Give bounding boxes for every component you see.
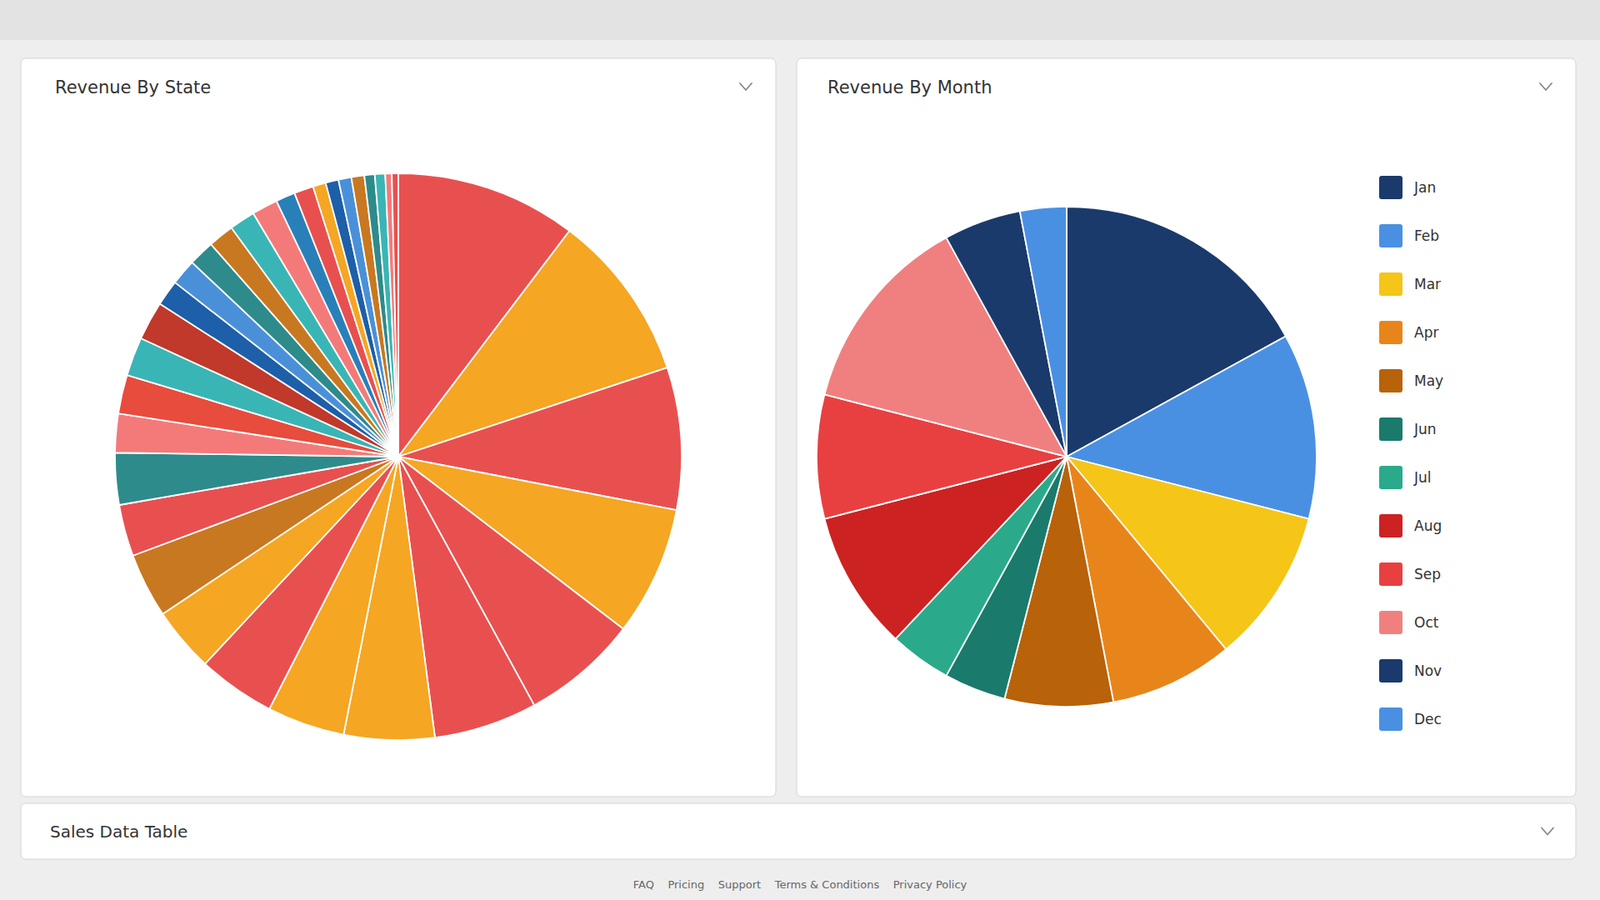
- legend-label: Apr: [1414, 324, 1439, 341]
- pie-slice: [1020, 206, 1067, 457]
- dashboard-canvas: Revenue By State Revenue By Month Jan Feb Ma…: [0, 0, 1600, 900]
- legend-swatch: [1379, 224, 1403, 248]
- card-title: Revenue By Month: [827, 77, 992, 98]
- legend-swatch: [1379, 175, 1403, 200]
- pie: [115, 173, 682, 740]
- legend-label: Nov: [1414, 662, 1442, 680]
- legend-label: Sep: [1414, 565, 1441, 583]
- legend-swatch: [1379, 320, 1403, 345]
- legend-swatch: [1379, 659, 1403, 683]
- legend-swatch: [1379, 369, 1403, 393]
- pie-slice: [391, 173, 399, 457]
- legend-swatch: [1379, 562, 1403, 586]
- legend-swatch: [1379, 417, 1403, 441]
- legend-label: Mar: [1414, 275, 1441, 293]
- footer-links: FAQ Pricing Support Terms & Conditions P…: [633, 878, 968, 891]
- legend-label: Jun: [1413, 420, 1437, 438]
- pie-slice: [115, 452, 399, 505]
- table-card-toggle[interactable]: [1541, 828, 1554, 835]
- state-card: [20, 58, 776, 797]
- legend-label: Feb: [1414, 227, 1440, 245]
- state-card-toggle[interactable]: [740, 83, 752, 90]
- legend-swatch: [1379, 610, 1403, 635]
- card-title: Revenue By State: [55, 77, 211, 98]
- month-card: [796, 58, 1576, 797]
- legend-label: May: [1414, 372, 1444, 390]
- legend-label: Oct: [1414, 614, 1440, 631]
- legend-swatch: [1379, 272, 1403, 296]
- legend-label: Aug: [1414, 517, 1442, 535]
- legend-swatch: [1379, 465, 1403, 490]
- legend-label: Jan: [1413, 179, 1436, 196]
- pie: [816, 206, 1317, 707]
- pie-slice: [385, 173, 399, 457]
- legend: Jan Feb Mar Apr May Jun Jul Aug Sep Oct Nov Dec: [1379, 175, 1444, 731]
- background: [0, 0, 1600, 900]
- top-strip: [0, 0, 1600, 40]
- legend-label: Jul: [1413, 469, 1432, 486]
- legend-label: Dec: [1414, 710, 1442, 728]
- dashboard: Revenue By State Revenue By Month Jan Feb Ma…: [0, 0, 1600, 900]
- pie-slice: [375, 173, 399, 457]
- month-card-toggle[interactable]: [1540, 83, 1552, 90]
- table-card-title: Sales Data Table: [50, 821, 188, 842]
- legend-swatch: [1379, 514, 1403, 538]
- legend-swatch: [1379, 707, 1403, 731]
- table-card: [20, 803, 1576, 860]
